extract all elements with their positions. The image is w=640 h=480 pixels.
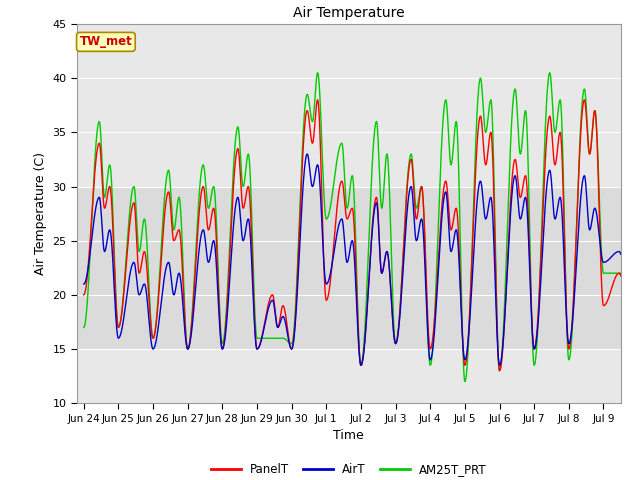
PanelT <box>470 208 477 214</box>
PanelT <box>496 368 504 373</box>
Text: TW_met: TW_met <box>79 36 132 48</box>
AirT <box>617 252 625 257</box>
Bar <box>77 187 621 349</box>
AM25T_PRT <box>617 270 625 276</box>
Line: AM25T_PRT: AM25T_PRT <box>84 73 621 382</box>
AM25T_PRT <box>546 70 554 76</box>
AirT <box>574 237 582 242</box>
AM25T_PRT <box>461 379 468 384</box>
PanelT <box>574 195 582 201</box>
PanelT <box>580 97 588 103</box>
Line: PanelT: PanelT <box>84 100 621 371</box>
AM25T_PRT <box>601 270 609 276</box>
AirT <box>470 241 478 247</box>
AirT <box>306 164 314 170</box>
AirT <box>80 281 88 287</box>
AirT <box>601 259 609 265</box>
PanelT <box>601 302 609 308</box>
AM25T_PRT <box>80 324 88 330</box>
PanelT <box>305 120 313 125</box>
AM25T_PRT <box>574 189 582 195</box>
AM25T_PRT <box>335 147 343 153</box>
PanelT <box>80 292 88 298</box>
AM25T_PRT <box>470 187 478 192</box>
Line: AirT: AirT <box>84 154 621 365</box>
PanelT <box>310 134 317 140</box>
AirT <box>303 151 311 157</box>
AM25T_PRT <box>310 112 317 118</box>
Legend: PanelT, AirT, AM25T_PRT: PanelT, AirT, AM25T_PRT <box>206 458 492 480</box>
Title: Air Temperature: Air Temperature <box>293 6 404 20</box>
AirT <box>310 180 317 186</box>
Y-axis label: Air Temperature (C): Air Temperature (C) <box>34 152 47 275</box>
AirT <box>335 221 343 227</box>
AM25T_PRT <box>305 101 313 107</box>
PanelT <box>617 273 625 279</box>
AirT <box>357 362 365 368</box>
X-axis label: Time: Time <box>333 429 364 442</box>
PanelT <box>335 189 343 194</box>
